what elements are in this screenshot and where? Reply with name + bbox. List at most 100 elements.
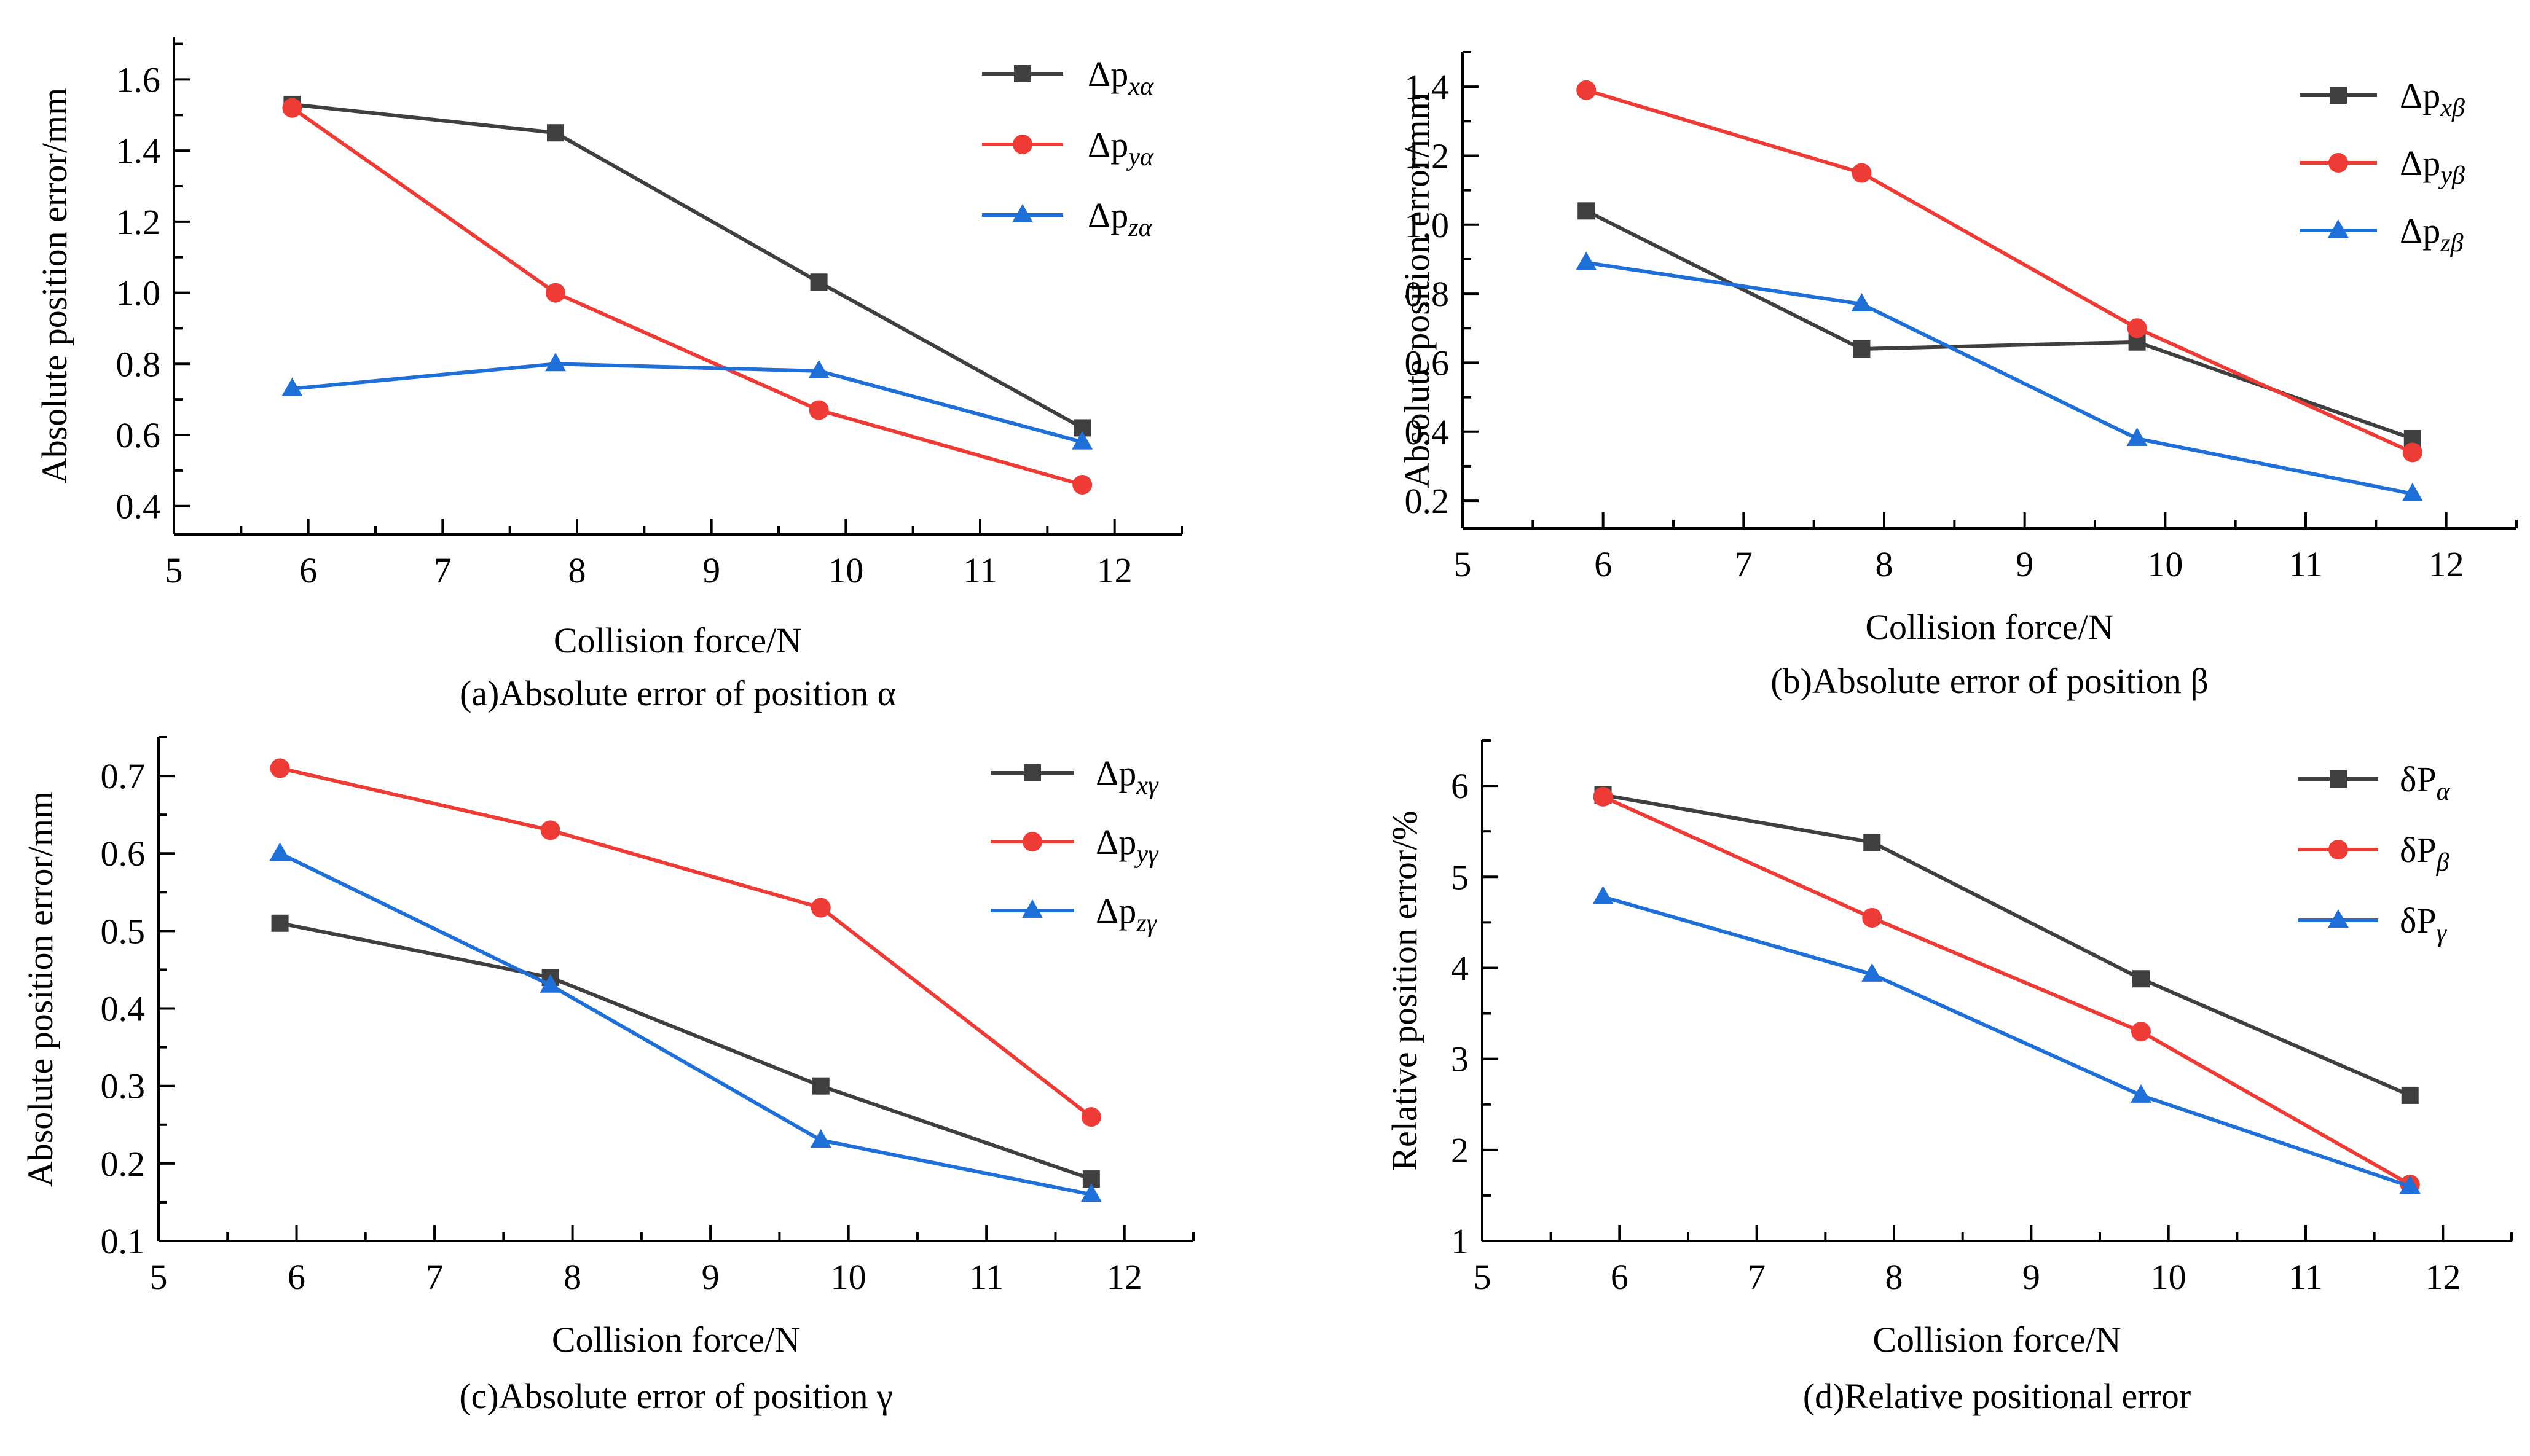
data-point: [546, 283, 566, 303]
data-point: [1576, 251, 1597, 270]
y-tick-label: 0.1: [101, 1221, 146, 1261]
chart-caption: (b)Absolute error of position β: [1770, 661, 2208, 701]
legend-label: Δpxβ: [2400, 76, 2465, 122]
legend-label: Δpzγ: [1096, 891, 1158, 937]
y-tick-label: 1.0: [1405, 205, 1450, 245]
legend-label: δPα: [2400, 759, 2451, 806]
data-point: [545, 353, 567, 372]
legend-label: Δpzβ: [2400, 211, 2464, 257]
legend-entry: Δpxβ: [2300, 76, 2465, 122]
series-2: [1576, 80, 2422, 463]
data-point: [270, 758, 290, 778]
x-tick-label: 10: [2151, 1257, 2186, 1297]
data-point: [810, 1129, 831, 1148]
series-3: [1576, 251, 2423, 501]
x-tick-label: 8: [568, 550, 586, 590]
y-tick-label: 0.4: [1405, 412, 1450, 452]
x-tick-label: 11: [2288, 1257, 2323, 1297]
x-tick-label: 11: [963, 550, 997, 590]
series-3: [1592, 885, 2421, 1194]
x-tick-label: 5: [1454, 544, 1472, 584]
data-point: [810, 273, 828, 291]
y-tick-label: 0.8: [116, 344, 161, 384]
x-tick-label: 10: [2147, 544, 2183, 584]
data-point: [2127, 318, 2147, 339]
y-tick-label: 0.2: [101, 1144, 146, 1184]
legend-label: δPγ: [2400, 901, 2448, 947]
series-line: [1585, 260, 2413, 496]
y-tick-label: 1.4: [1405, 67, 1450, 107]
series-line: [279, 851, 1092, 1197]
legend-label: Δpyβ: [2400, 143, 2465, 190]
y-tick-label: 1.0: [116, 273, 161, 313]
y-tick-label: 5: [1451, 857, 1469, 897]
y-axis-label: Absolute position error/mm: [1397, 92, 1437, 488]
series-line: [291, 106, 1083, 487]
series-3: [281, 353, 1093, 450]
data-point: [1851, 292, 1872, 311]
data-point: [2132, 970, 2150, 988]
data-point: [808, 359, 830, 378]
data-point: [2399, 1175, 2421, 1194]
y-tick-label: 0.4: [116, 487, 161, 526]
data-point: [269, 842, 291, 861]
data-point: [540, 820, 560, 840]
legend-label: Δpxγ: [1096, 753, 1159, 800]
legend-marker: [2328, 909, 2349, 928]
y-tick-label: 0.5: [101, 911, 146, 951]
x-axis-label: Collision force/N: [1872, 1320, 2121, 1360]
x-tick-label: 5: [165, 550, 183, 590]
data-point: [540, 974, 561, 993]
data-point: [1862, 907, 1882, 928]
series-line: [1585, 209, 2413, 440]
data-point: [1593, 786, 1613, 807]
legend-marker: [2328, 153, 2348, 173]
series-line: [279, 766, 1093, 1119]
x-tick-label: 6: [299, 550, 317, 590]
legend-label: δPβ: [2400, 830, 2449, 877]
legend-entry: δPβ: [2298, 830, 2449, 877]
data-point: [1576, 80, 1597, 100]
x-tick-label: 11: [2288, 544, 2323, 584]
series-3: [269, 842, 1102, 1202]
legend-entry: Δpyα: [982, 125, 1154, 171]
series-2: [270, 758, 1101, 1127]
data-point: [271, 914, 289, 932]
x-tick-label: 6: [288, 1257, 305, 1297]
data-point: [1080, 1183, 1102, 1202]
y-tick-label: 0.6: [116, 415, 161, 455]
data-point: [1072, 475, 1093, 495]
legend-marker: [1014, 65, 1031, 82]
y-tick-label: 0.7: [101, 756, 146, 796]
y-tick-label: 0.8: [1405, 274, 1450, 314]
data-point: [1592, 885, 1614, 904]
x-tick-label: 9: [702, 1257, 720, 1297]
y-tick-label: 4: [1451, 948, 1469, 988]
series-line: [292, 102, 1083, 430]
y-tick-label: 0.4: [101, 989, 146, 1029]
legend-entry: Δpxγ: [991, 753, 1159, 800]
x-tick-label: 12: [1097, 550, 1133, 590]
y-axis-label: Absolute position error/mm: [34, 88, 74, 483]
series-line: [1602, 795, 2411, 1186]
y-tick-label: 2: [1451, 1130, 1469, 1170]
legend-entry: Δpzα: [982, 195, 1153, 242]
x-tick-label: 7: [426, 1257, 444, 1297]
data-point: [1072, 431, 1093, 450]
data-point: [1853, 340, 1871, 358]
legend-marker: [1012, 204, 1033, 222]
x-axis-label: Collision force/N: [554, 620, 802, 660]
legend-entry: δPγ: [2298, 901, 2448, 947]
data-point: [2131, 1084, 2151, 1103]
y-tick-label: 0.6: [1405, 343, 1450, 383]
y-tick-label: 1.2: [1405, 136, 1450, 176]
x-tick-label: 7: [1735, 544, 1753, 584]
data-point: [2401, 1086, 2419, 1104]
data-point: [1081, 1107, 1101, 1127]
x-tick-label: 12: [2429, 544, 2464, 584]
x-tick-label: 9: [702, 550, 720, 590]
data-point: [282, 98, 302, 118]
y-tick-label: 1.2: [116, 202, 161, 242]
